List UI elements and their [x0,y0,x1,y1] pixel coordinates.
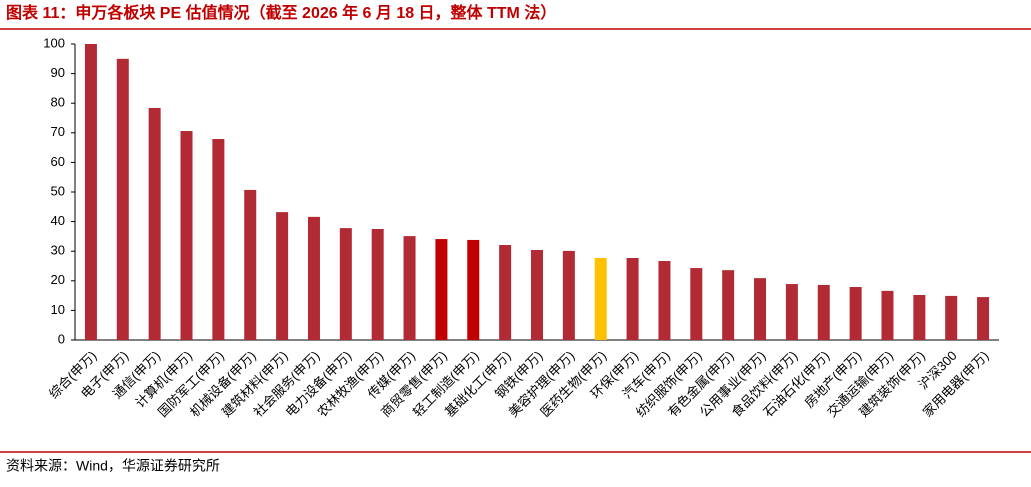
bar [785,284,798,340]
bar [371,229,384,340]
bar [945,295,958,340]
y-tick-label: 60 [51,154,65,169]
bar [626,258,639,340]
bar [881,290,894,340]
bar [690,268,703,340]
bar [435,239,448,340]
bar [849,287,862,340]
y-tick-label: 90 [51,65,65,80]
bar [307,216,320,340]
bar [562,250,575,340]
bar [339,228,352,340]
bar [722,270,735,340]
y-tick-label: 30 [51,243,65,258]
bar [148,107,161,340]
bar [913,295,926,340]
y-tick-label: 0 [58,331,65,346]
y-tick-label: 10 [51,302,65,317]
bar [84,44,97,340]
bar [180,131,193,340]
bar [116,58,129,341]
bar [276,212,289,340]
bar [244,189,257,340]
chart-title: 图表 11：申万各板块 PE 估值情况（截至 2026 年 6 月 18 日，整… [6,3,556,22]
y-tick-label: 40 [51,213,65,228]
y-tick-label: 20 [51,272,65,287]
bar [499,244,512,340]
bar [403,236,416,340]
source-note: 资料来源：Wind，华源证券研究所 [6,458,220,474]
bar [212,139,225,340]
bar [977,297,990,340]
y-tick-label: 100 [43,35,65,50]
bar [531,250,543,340]
bar [594,258,607,340]
bar [817,284,830,340]
y-tick-label: 70 [51,124,65,139]
bar [658,260,671,340]
y-tick-label: 80 [51,95,65,110]
bar [754,278,767,340]
bar [467,239,480,340]
y-tick-label: 50 [51,183,65,198]
